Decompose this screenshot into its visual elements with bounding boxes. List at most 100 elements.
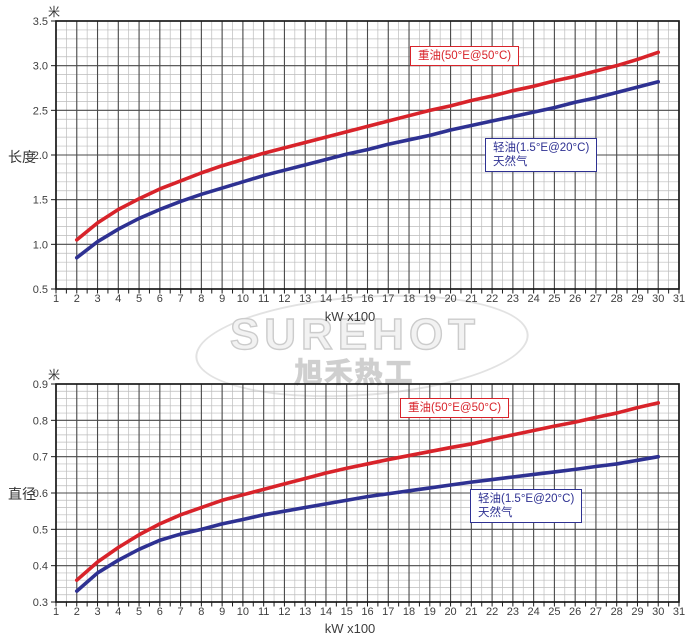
x-tick-label: 5: [136, 293, 142, 305]
legend-natural-gas-label: 天然气: [493, 156, 528, 168]
x-tick-label: 27: [590, 606, 602, 618]
y-tick-label: 3.0: [33, 61, 48, 73]
x-tick-label: 24: [528, 606, 540, 618]
y-tick-label: 1.0: [33, 239, 48, 251]
grid-lines: [55, 383, 680, 603]
x-tick-label: 23: [507, 293, 519, 305]
watermark-brand-text: SUREHOT: [229, 309, 481, 359]
x-tick-label: 19: [424, 293, 436, 305]
x-tick-label: 8: [198, 293, 204, 305]
legend-heavy-oil-length-label: 重油(50°E@50°C): [418, 50, 512, 62]
x-tick-label: 28: [611, 293, 623, 305]
x-tick-label: 29: [631, 293, 643, 305]
x-tick-label: 8: [198, 606, 204, 618]
x-tick-label: 12: [278, 606, 290, 618]
x-tick-label: 18: [403, 606, 415, 618]
diameter-chart-unit-label: 米: [48, 368, 61, 382]
x-tick-label: 13: [299, 293, 311, 305]
legend-light-oil-label: 轻油(1.5°E@20°C): [493, 142, 590, 154]
x-tick-label: 29: [631, 606, 643, 618]
x-tick-label: 4: [115, 606, 121, 618]
series-line-heavy-oil: [74, 50, 661, 242]
x-tick-label: 17: [382, 293, 394, 305]
x-tick-label: 24: [528, 293, 540, 305]
y-tick-label: 0.9: [33, 379, 48, 391]
y-tick-label: 0.3: [33, 597, 48, 609]
x-tick-label: 25: [548, 606, 560, 618]
plot-border-and-ticks: [51, 383, 680, 607]
x-tick-label: 15: [341, 293, 353, 305]
series-line-light-oil-gas: [74, 454, 661, 593]
x-tick-label: 11: [258, 293, 269, 305]
length-chart-y-axis-title: 长度: [8, 149, 36, 165]
legend-light-oil-gas-diameter: 轻油(1.5°E@20°C) 天然气: [470, 489, 583, 523]
tick-labels: 1 2 3 4 5 6 7 8 9 10 11 12 13 14 15 16 17 18 19 20 21 22 23 24 2…: [33, 16, 685, 305]
x-tick-label: 31: [673, 606, 685, 618]
x-tick-label: 25: [548, 293, 560, 305]
x-tick-label: 26: [569, 293, 581, 305]
x-tick-label: 16: [361, 606, 373, 618]
y-tick-label: 3.5: [33, 16, 48, 28]
x-tick-label: 9: [219, 606, 225, 618]
x-tick-label: 6: [157, 293, 163, 305]
series-line-light-oil-gas: [74, 79, 661, 260]
length-chart-unit-label: 米: [48, 5, 61, 19]
x-tick-label: 30: [652, 293, 664, 305]
length-chart-x-axis-title: kW x100: [324, 309, 376, 324]
x-tick-label: 3: [94, 606, 100, 618]
x-tick-label: 9: [219, 293, 225, 305]
x-tick-label: 2: [74, 606, 80, 618]
x-tick-label: 6: [157, 606, 163, 618]
x-tick-label: 2: [74, 293, 80, 305]
x-tick-label: 11: [258, 606, 269, 618]
x-tick-label: 3: [94, 293, 100, 305]
y-tick-label: 2.5: [33, 105, 48, 117]
x-tick-label: 1: [53, 606, 59, 618]
x-tick-label: 10: [237, 606, 249, 618]
y-tick-label: 1.5: [33, 195, 48, 207]
x-tick-label: 27: [590, 293, 602, 305]
x-tick-label: 14: [320, 606, 332, 618]
x-tick-label: 30: [652, 606, 664, 618]
x-tick-label: 16: [361, 293, 373, 305]
legend-light-oil-gas-length: 轻油(1.5°E@20°C) 天然气: [485, 138, 598, 172]
x-tick-label: 18: [403, 293, 415, 305]
diameter-chart-canvas: 1 2 3 4 5 6 7 8 9 10 11 12 13 14 15 16 17 18 19 20 21 22 23 24 2…: [33, 379, 685, 618]
legend-heavy-oil-diameter: 重油(50°E@50°C): [400, 398, 510, 418]
y-tick-label: 0.4: [33, 561, 48, 573]
x-tick-label: 23: [507, 606, 519, 618]
diameter-chart-x-axis-title: kW x100: [324, 621, 376, 636]
legend-natural-gas-diameter-label: 天然气: [478, 507, 513, 519]
x-tick-label: 22: [486, 606, 498, 618]
x-tick-label: 21: [465, 293, 477, 305]
x-tick-label: 13: [299, 606, 311, 618]
x-tick-label: 31: [673, 293, 685, 305]
x-tick-label: 14: [320, 293, 332, 305]
legend-light-oil-diameter-label: 轻油(1.5°E@20°C): [478, 493, 575, 505]
y-tick-label: 2.0: [33, 150, 48, 162]
plot-border-and-ticks: [51, 20, 680, 294]
x-tick-label: 20: [444, 293, 456, 305]
x-tick-label: 4: [115, 293, 121, 305]
diameter-chart-y-axis-title: 直径: [8, 486, 36, 502]
x-tick-label: 26: [569, 606, 581, 618]
x-tick-label: 7: [178, 606, 184, 618]
x-tick-label: 15: [341, 606, 353, 618]
x-tick-label: 1: [53, 293, 59, 305]
x-tick-label: 10: [237, 293, 249, 305]
y-tick-label: 0.5: [33, 284, 48, 296]
x-tick-label: 20: [444, 606, 456, 618]
x-tick-label: 12: [278, 293, 290, 305]
x-tick-label: 5: [136, 606, 142, 618]
y-tick-label: 0.7: [33, 452, 48, 464]
y-tick-label: 0.6: [33, 488, 48, 500]
x-tick-label: 19: [424, 606, 436, 618]
y-tick-label: 0.8: [33, 415, 48, 427]
tick-labels: 1 2 3 4 5 6 7 8 9 10 11 12 13 14 15 16 17 18 19 20 21 22 23 24 2…: [33, 379, 685, 618]
x-tick-label: 17: [382, 606, 394, 618]
x-tick-label: 7: [178, 293, 184, 305]
series-line-heavy-oil: [74, 401, 661, 582]
y-tick-label: 0.5: [33, 524, 48, 536]
x-tick-label: 22: [486, 293, 498, 305]
